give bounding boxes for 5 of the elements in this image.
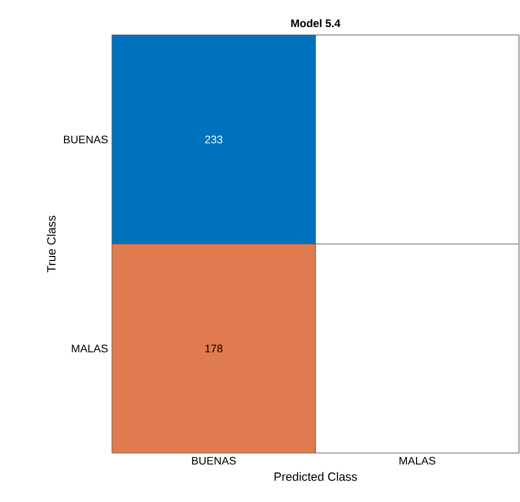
y-axis-title: True Class bbox=[46, 216, 56, 272]
data-label: 178 bbox=[205, 344, 222, 352]
chart-title: Model 5.4 bbox=[291, 19, 340, 28]
x-axis-title: Predicted Class bbox=[274, 472, 357, 481]
data-label: 233 bbox=[205, 136, 222, 144]
